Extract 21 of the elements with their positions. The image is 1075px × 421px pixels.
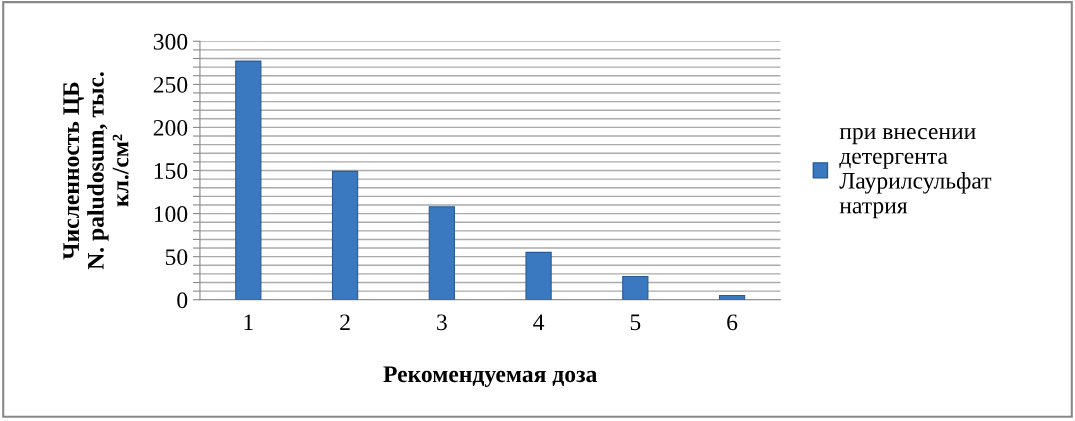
bar (525, 251, 552, 300)
legend-label: при внесении детергента Лаурилсульфат натрия (839, 127, 992, 219)
y-axis-title: Численность ЦБ N. paludosum, тыс. кл./см² (63, 72, 129, 270)
x-tick-label: 1 (244, 314, 253, 331)
y-tick-label: 100 (154, 206, 188, 223)
bar (235, 60, 262, 300)
x-tick-label: 6 (727, 314, 738, 331)
bar (428, 206, 455, 300)
bar (331, 170, 359, 300)
y-tick-label: 0 (177, 292, 188, 309)
y-tick-label: 50 (165, 249, 188, 266)
x-tick-label: 3 (437, 314, 447, 331)
y-tick-label: 250 (153, 76, 188, 93)
y-tick-label: 200 (153, 119, 188, 136)
y-tick-label: 150 (154, 163, 188, 179)
x-tick-label: 5 (630, 314, 641, 331)
x-tick-label: 4 (533, 314, 545, 331)
x-tick-label: 2 (340, 314, 350, 331)
x-axis-title: Рекомендуемая доза (383, 366, 598, 388)
y-tick-label: 300 (153, 33, 188, 50)
bar (622, 275, 649, 300)
